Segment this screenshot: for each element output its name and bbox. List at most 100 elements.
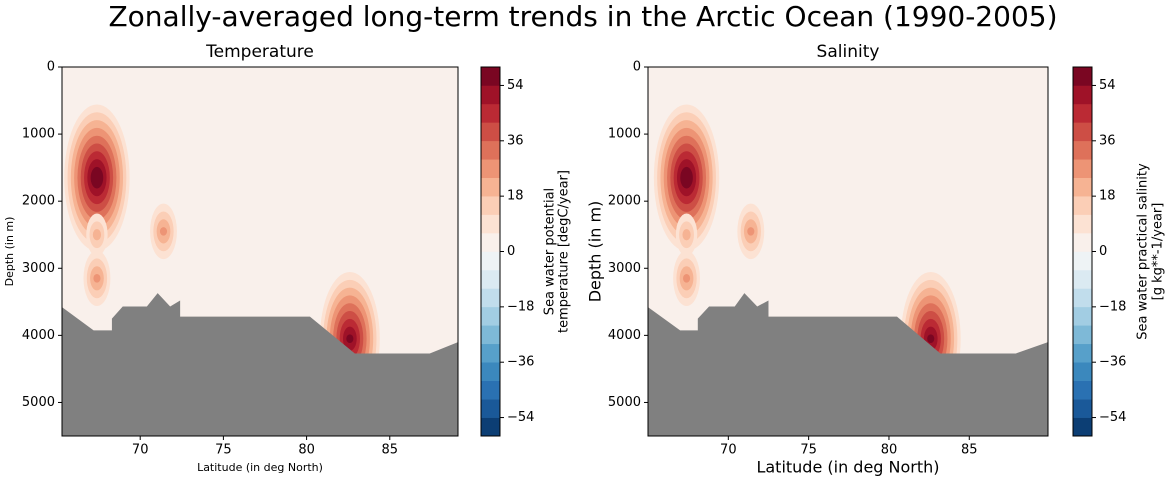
colorbar-band xyxy=(481,67,500,86)
x-tick-label: 75 xyxy=(800,443,817,458)
colorbar-tick-label: 36 xyxy=(1099,133,1116,148)
colorbar-band xyxy=(1073,67,1092,86)
colorbar-band xyxy=(1073,196,1092,215)
colorbar-tick-label: 0 xyxy=(507,244,515,259)
colorbar-band xyxy=(481,380,500,400)
x-tick-label: 85 xyxy=(382,443,399,458)
colorbar-band xyxy=(481,140,500,160)
x-tick-label: 85 xyxy=(961,443,978,458)
colorbar-band xyxy=(1073,380,1092,400)
y-tick-label: 1000 xyxy=(608,127,641,142)
colorbar-band xyxy=(481,85,500,105)
colorbar-band xyxy=(1073,399,1092,418)
hotspot-contour xyxy=(747,227,755,236)
colorbar-tick-label: −18 xyxy=(507,299,534,314)
colorbar-label: Sea water practical salinity xyxy=(1136,163,1151,340)
colorbar-band xyxy=(1073,325,1092,345)
hotspot-contour xyxy=(92,229,102,241)
colorbar-tick-label: 18 xyxy=(507,189,524,204)
y-tick-label: 5000 xyxy=(608,395,641,410)
x-tick-label: 75 xyxy=(215,443,232,458)
y-tick-label: 3000 xyxy=(608,261,641,276)
colorbar-tick-label: 54 xyxy=(507,78,524,93)
hotspot-contour xyxy=(159,227,168,236)
panel-title: Salinity xyxy=(817,42,880,62)
y-tick-label: 2000 xyxy=(22,194,55,209)
figure-title: Zonally-averaged long-term trends in the… xyxy=(108,0,1057,33)
colorbar-tick-label: −54 xyxy=(507,410,534,425)
colorbar-band xyxy=(1073,269,1092,289)
y-tick-label: 5000 xyxy=(22,395,55,410)
colorbar-band xyxy=(1073,233,1092,252)
y-tick-label: 0 xyxy=(47,60,55,75)
y-axis-label: Depth (in m) xyxy=(586,201,605,303)
panel-title: Temperature xyxy=(205,42,314,62)
colorbar-tick-label: 54 xyxy=(1099,78,1116,93)
seafloor xyxy=(62,293,458,436)
colorbar-tick-label: −54 xyxy=(1099,410,1126,425)
colorbar-band xyxy=(481,103,500,123)
seafloor xyxy=(648,293,1048,436)
colorbar-band xyxy=(1073,103,1092,123)
colorbar-band xyxy=(481,417,500,437)
colorbar-band xyxy=(481,122,500,142)
colorbar-label: Sea water potential xyxy=(543,188,558,315)
colorbar-band xyxy=(481,288,500,308)
colorbar-tick-label: −36 xyxy=(1099,355,1126,370)
colorbar-band xyxy=(1073,288,1092,308)
colorbar-band xyxy=(481,159,500,178)
colorbar-band xyxy=(1073,214,1092,234)
y-tick-label: 3000 xyxy=(22,261,55,276)
y-tick-label: 1000 xyxy=(22,127,55,142)
y-tick-label: 4000 xyxy=(608,328,641,343)
colorbar-label: temperature [degC/year] xyxy=(557,170,572,333)
colorbar-band xyxy=(481,343,500,363)
x-axis-label: Latitude (in deg North) xyxy=(197,461,323,474)
colorbar-band xyxy=(481,269,500,289)
colorbar-band xyxy=(1073,362,1092,381)
x-tick-label: 70 xyxy=(720,443,737,458)
colorbar-band xyxy=(1073,140,1092,160)
colorbar-band xyxy=(481,251,500,271)
colorbar-tick-label: −18 xyxy=(1099,299,1126,314)
colorbar-band xyxy=(1073,306,1092,326)
colorbar-tick-label: 0 xyxy=(1099,244,1107,259)
x-tick-label: 70 xyxy=(132,443,149,458)
hotspot-contour xyxy=(682,229,691,241)
axes-frame xyxy=(647,66,1049,437)
colorbar-band xyxy=(1073,417,1092,437)
colorbar-band xyxy=(481,177,500,197)
colorbar-band xyxy=(1073,85,1092,105)
colorbar-band xyxy=(481,214,500,234)
y-tick-label: 0 xyxy=(633,60,641,75)
colorbar-band xyxy=(481,399,500,418)
x-tick-label: 80 xyxy=(298,443,315,458)
colorbar-label: [g kg**-1/year] xyxy=(1151,203,1166,301)
y-tick-label: 2000 xyxy=(608,194,641,209)
colorbar-band xyxy=(1073,177,1092,197)
hotspot-contour xyxy=(683,274,691,283)
axes-frame xyxy=(61,66,459,437)
x-axis-label: Latitude (in deg North) xyxy=(756,458,939,477)
colorbar-band xyxy=(481,233,500,252)
hotspot-contour xyxy=(93,274,101,283)
plot-area xyxy=(62,67,458,436)
hotspot-contour xyxy=(90,166,104,189)
x-tick-label: 80 xyxy=(881,443,898,458)
colorbar-band xyxy=(1073,343,1092,363)
colorbar-band xyxy=(481,362,500,381)
colorbar-band xyxy=(481,196,500,215)
colorbar-band xyxy=(1073,159,1092,178)
plot-area xyxy=(648,67,1048,436)
colorbar-band xyxy=(481,306,500,326)
hotspot-contour xyxy=(680,166,693,189)
colorbar-band xyxy=(1073,122,1092,142)
colorbar-tick-label: 18 xyxy=(1099,189,1116,204)
colorbar-band xyxy=(1073,251,1092,271)
colorbar-tick-label: −36 xyxy=(507,355,534,370)
hotspot-contour xyxy=(346,334,354,344)
colorbar-tick-label: 36 xyxy=(507,133,524,148)
colorbar-band xyxy=(481,325,500,345)
y-axis-label: Depth (in m) xyxy=(3,217,16,287)
